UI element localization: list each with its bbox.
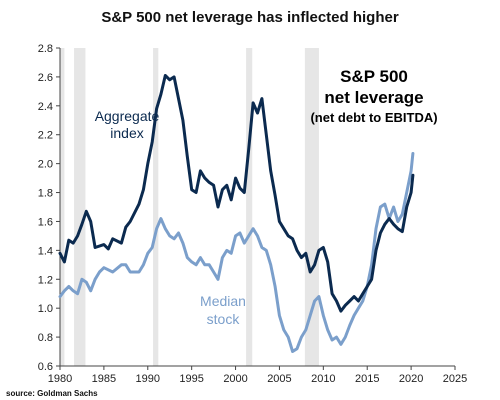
x-tick-label-6: 2010: [311, 373, 335, 385]
y-tick-label-8: 2.2: [38, 130, 53, 142]
recession-band-1: [74, 48, 86, 366]
series-line-median-stock: [58, 152, 415, 353]
x-tick-label-5: 2005: [267, 373, 291, 385]
y-tick-label-6: 1.8: [38, 188, 53, 200]
annotation-line-3: (net debt to EBITDA): [310, 110, 437, 125]
x-tick-label-9: 2025: [443, 373, 467, 385]
x-tick-label-3: 1995: [179, 373, 203, 385]
recession-bands: [60, 48, 319, 366]
chart-title: S&P 500 net leverage has inflected highe…: [101, 9, 399, 26]
series-lines: [58, 74, 415, 353]
y-axis-ticks: 0.6 0.8 1.0 1.2 1.4 1.6 1.8 2.0 2.2 2.4 2.6 2.8: [38, 43, 60, 373]
y-tick-label-10: 2.6: [38, 72, 53, 84]
x-axis-ticks: 1980 1985 1990 1995 2000 2005 2010 2015 2020 2025: [48, 366, 467, 385]
y-tick-label-4: 1.4: [38, 245, 53, 257]
x-tick-label-7: 2015: [355, 373, 379, 385]
series-line-aggregate-index: [58, 74, 415, 313]
y-tick-label-5: 1.6: [38, 216, 53, 228]
annotation-line-2: net leverage: [324, 88, 423, 107]
x-tick-label-4: 2000: [223, 373, 247, 385]
y-tick-label-3: 1.2: [38, 274, 53, 286]
y-tick-label-11: 2.8: [38, 43, 53, 55]
y-tick-label-7: 2.0: [38, 159, 53, 171]
recession-band-0: [60, 48, 65, 366]
series-label-median-line-1: Median: [200, 293, 246, 309]
x-tick-label-8: 2020: [399, 373, 423, 385]
series-label-median-line-2: stock: [207, 311, 241, 327]
x-tick-label-2: 1990: [136, 373, 160, 385]
series-label-aggregate-line-1: Aggregate: [95, 108, 160, 124]
y-tick-label-9: 2.4: [38, 101, 53, 113]
y-tick-label-0: 0.6: [38, 361, 53, 373]
recession-band-4: [304, 48, 319, 366]
recession-band-2: [153, 48, 159, 366]
x-tick-label-1: 1985: [92, 373, 116, 385]
series-label-aggregate-line-2: index: [110, 125, 143, 141]
y-tick-label-1: 0.8: [38, 332, 53, 344]
x-tick-label-0: 1980: [48, 373, 72, 385]
recession-band-3: [246, 48, 253, 366]
y-tick-label-2: 1.0: [38, 303, 53, 315]
annotation-line-1: S&P 500: [340, 67, 408, 86]
source-note: source: Goldman Sachs: [6, 389, 98, 398]
